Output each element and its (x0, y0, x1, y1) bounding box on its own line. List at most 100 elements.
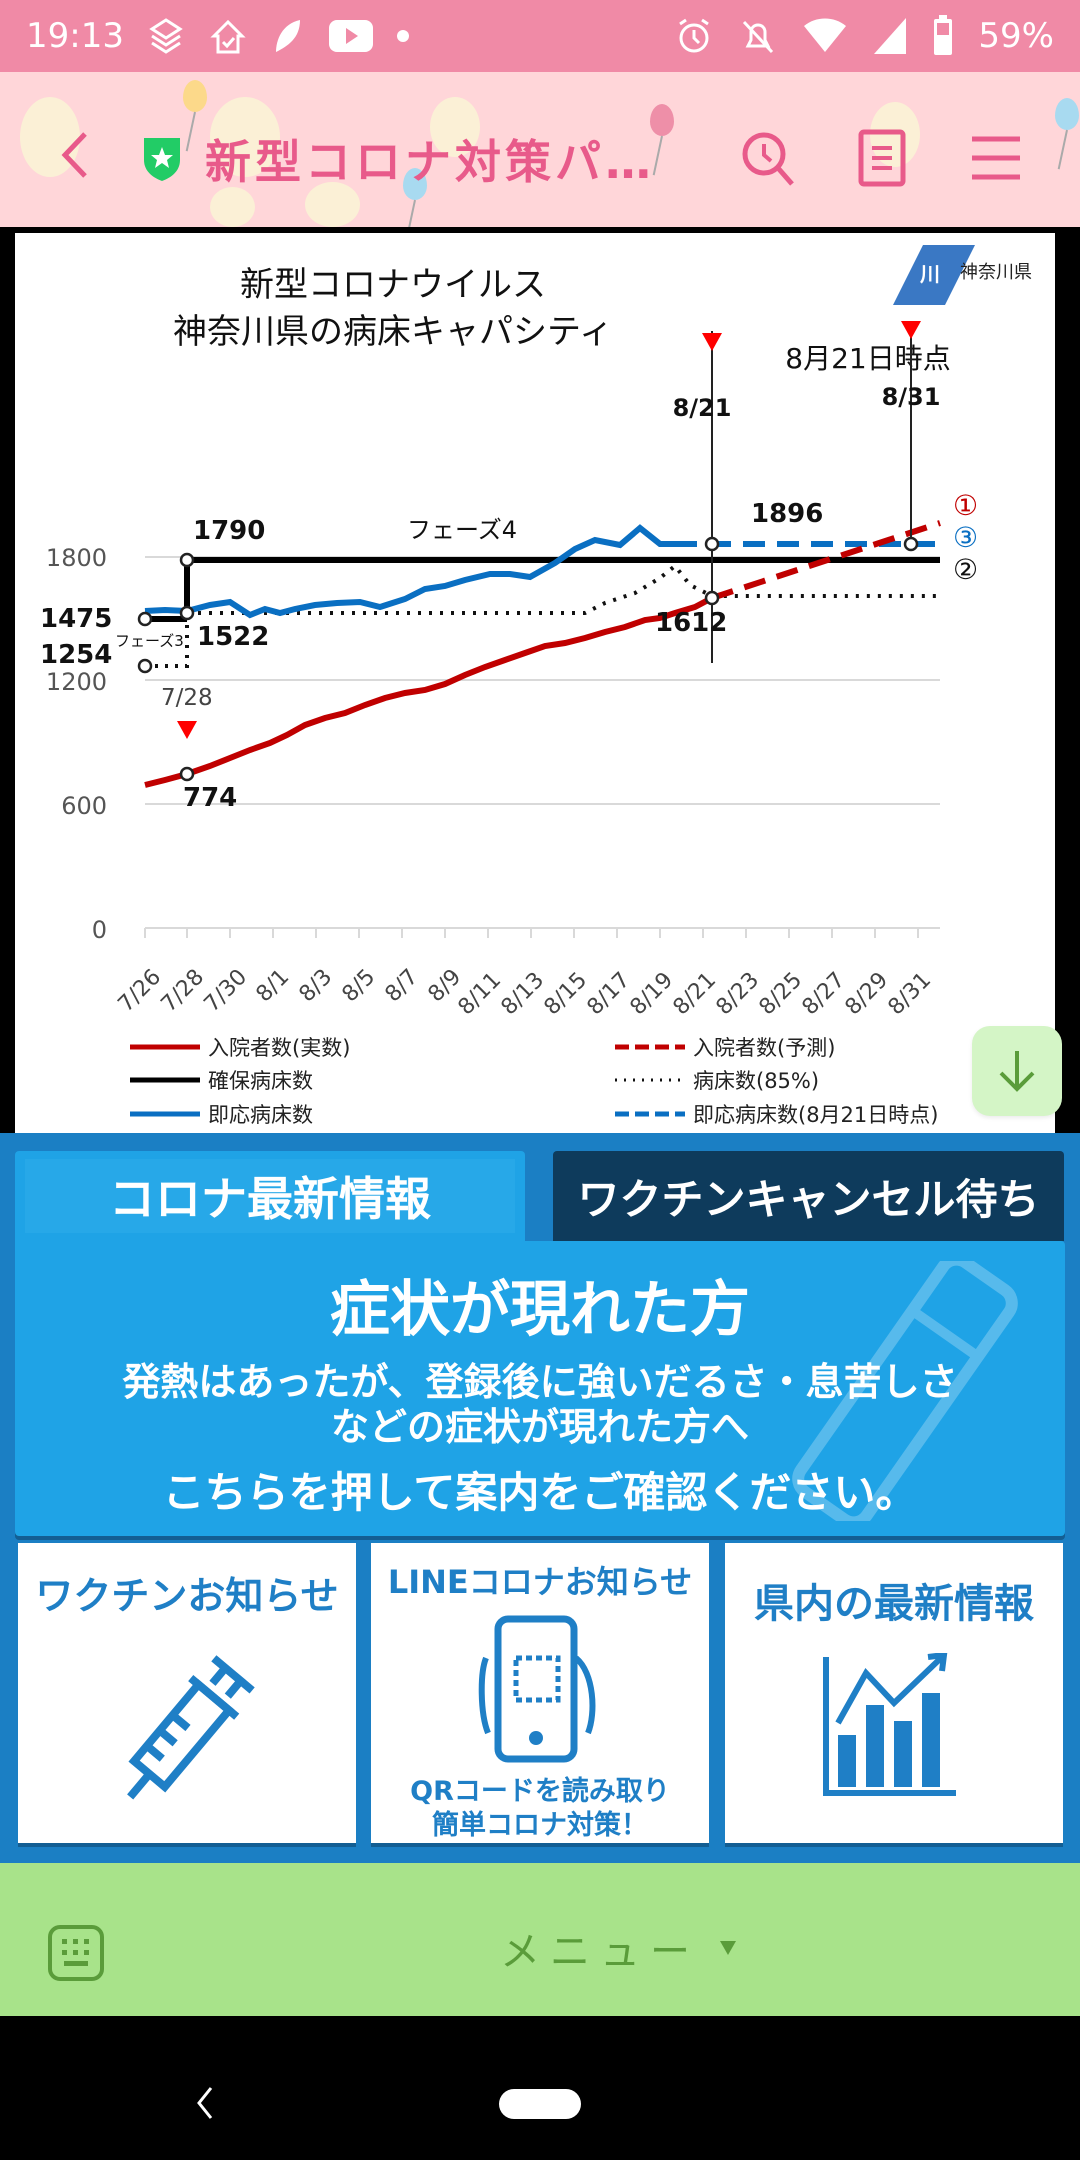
svg-text:8/27: 8/27 (798, 968, 851, 1021)
search-button[interactable] (736, 126, 800, 190)
shield-star-icon (140, 134, 184, 182)
home-check-icon (208, 16, 248, 56)
svg-text:8/11: 8/11 (454, 968, 507, 1021)
svg-text:8/31: 8/31 (884, 968, 937, 1021)
menu-label: メニュー (500, 1929, 700, 1975)
bar-chart-trend-icon (823, 1653, 956, 1796)
tile-subtitle: 簡単コロナ対策！ (432, 1810, 648, 1841)
svg-text:600: 600 (61, 792, 107, 820)
svg-text:7/28: 7/28 (157, 965, 210, 1018)
label-7-28: 7/28 (161, 685, 213, 711)
tile-prefecture-latest[interactable]: 県内の最新情報 (725, 1543, 1063, 1843)
chart-title-line2: 神奈川県の病床キャパシティ (173, 312, 613, 352)
svg-text:7/26: 7/26 (114, 965, 167, 1018)
pencil-icon (792, 1261, 1018, 1521)
chart-title-line1: 新型コロナウイルス (240, 265, 546, 305)
symptom-text-line3: こちらを押して案内をご確認ください。 (162, 1468, 918, 1517)
app-header: 新型コロナ対策パ… (0, 72, 1080, 227)
feather-icon (270, 16, 306, 56)
system-home-button[interactable] (499, 2089, 581, 2119)
chart-legend: 入院者数(実数) 確保病床数 即応病床数 入院者数(予測) 病床数(85%) 即… (130, 1036, 938, 1127)
svg-text:0: 0 (92, 916, 107, 944)
marker-8-21 (702, 333, 722, 351)
svg-text:8/17: 8/17 (583, 968, 636, 1021)
chevron-left-icon (197, 2087, 213, 2119)
symptom-text-line2: などの症状が現れた方へ (330, 1405, 749, 1449)
tile-title: 県内の最新情報 (754, 1581, 1034, 1627)
label-8-31: 8/31 (882, 383, 941, 411)
notes-icon (858, 129, 906, 187)
marker-8-31 (901, 321, 921, 339)
svg-text:8/21: 8/21 (669, 968, 722, 1021)
balloon-decoration (403, 168, 427, 200)
balloon-decoration (1055, 98, 1079, 130)
kanagawa-logo: 川 神奈川県 (893, 245, 1032, 305)
svg-text:入院者数(予測): 入院者数(予測) (693, 1036, 835, 1060)
symptom-guidance-button[interactable]: 症状が現れた方 発熱はあったが、登録後に強いだるさ・息苦しさ などの症状が現れた… (15, 1241, 1065, 1536)
page-title: 新型コロナ対策パ… (205, 135, 655, 189)
rich-menu-toggle[interactable]: メニュー (500, 1918, 738, 1978)
svg-text:即応病床数: 即応病床数 (208, 1103, 313, 1127)
tab-vaccine-cancel-wait[interactable]: ワクチンキャンセル待ち (553, 1151, 1064, 1241)
svg-text:1896: 1896 (751, 499, 823, 529)
status-bar: 19:13 59% (0, 0, 1080, 72)
svg-text:8/1: 8/1 (252, 965, 295, 1008)
chart-annotations: 1790 1475 1254 1522 774 1896 1612 (40, 499, 823, 813)
battery-icon (932, 15, 954, 57)
svg-text:入院者数(実数): 入院者数(実数) (208, 1036, 350, 1060)
keyboard-toggle-button[interactable] (46, 1923, 106, 1983)
keyboard-icon (48, 1925, 104, 1981)
hamburger-menu-button[interactable] (964, 126, 1028, 190)
svg-text:8/7: 8/7 (381, 965, 424, 1008)
search-icon (742, 132, 794, 186)
balloon-decoration (183, 80, 207, 112)
bell-off-icon (738, 16, 778, 56)
tab-corona-latest[interactable]: コロナ最新情報 (15, 1151, 525, 1241)
arrow-down-icon (999, 1051, 1035, 1092)
svg-text:8/5: 8/5 (338, 965, 381, 1008)
tile-vaccine-info[interactable]: ワクチンお知らせ (18, 1543, 356, 1843)
svg-text:1612: 1612 (655, 608, 727, 638)
cloud-decoration (430, 97, 480, 157)
tile-line-corona-info[interactable]: LINEコロナお知らせ QRコードを読み取り 簡単コロナ対策！ (371, 1543, 709, 1843)
syringe-icon (127, 1655, 255, 1800)
phase4-label: フェーズ4 (407, 516, 517, 544)
svg-text:8/29: 8/29 (841, 968, 894, 1021)
label-8-21: 8/21 (673, 394, 732, 422)
youtube-icon (328, 18, 374, 54)
wifi-icon (802, 16, 848, 56)
caret-down-icon (720, 1941, 736, 1955)
notes-button[interactable] (850, 126, 914, 190)
tile-title: LINEコロナお知らせ (387, 1563, 693, 1601)
alarm-icon (674, 16, 714, 56)
svg-text:神奈川県: 神奈川県 (960, 262, 1032, 283)
status-time: 19:13 (26, 16, 124, 56)
svg-text:川: 川 (919, 262, 940, 286)
x-axis-labels: 7/26 7/28 7/30 8/1 8/3 8/5 8/7 8/9 8/11 … (114, 965, 937, 1021)
marker-7-28 (177, 721, 197, 739)
svg-text:病床数(85%): 病床数(85%) (693, 1069, 819, 1093)
svg-text:7/30: 7/30 (200, 965, 253, 1018)
svg-text:8/3: 8/3 (295, 965, 338, 1008)
scroll-down-button[interactable] (972, 1026, 1062, 1116)
phase3-label: フェーズ3 (115, 632, 184, 650)
svg-text:8/13: 8/13 (497, 968, 550, 1021)
back-button[interactable] (55, 130, 95, 180)
svg-text:1522: 1522 (197, 622, 269, 652)
svg-text:8/23: 8/23 (712, 968, 765, 1021)
y-axis-labels: 1800 1200 600 0 (46, 544, 107, 944)
battery-percent: 59% (978, 16, 1054, 56)
rich-menu: コロナ最新情報 ワクチンキャンセル待ち 症状が現れた方 発熱はあったが、登録後に… (0, 1133, 1080, 1863)
system-back-button[interactable] (195, 2086, 215, 2124)
phone-qr-icon (478, 1615, 596, 1763)
svg-text:8/19: 8/19 (626, 968, 679, 1021)
series-marker-2: ② (953, 553, 978, 586)
chevron-left-icon (61, 132, 87, 178)
svg-text:即応病床数(8月21日時点): 即応病床数(8月21日時点) (693, 1103, 938, 1127)
svg-text:1200: 1200 (46, 668, 107, 696)
cloud-decoration (210, 187, 255, 227)
svg-text:1475: 1475 (40, 604, 112, 634)
svg-text:1790: 1790 (193, 516, 265, 546)
balloon-decoration (650, 104, 674, 136)
svg-text:1254: 1254 (40, 640, 112, 670)
